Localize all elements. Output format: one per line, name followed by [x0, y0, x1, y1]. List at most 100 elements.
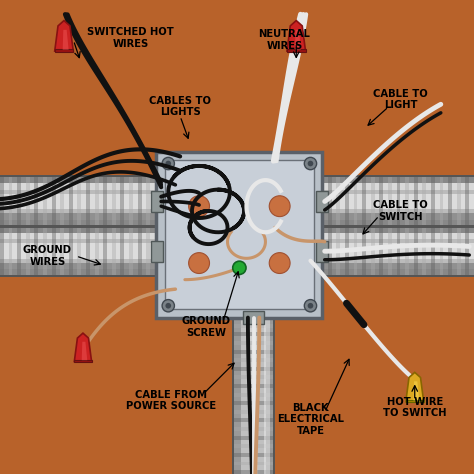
Polygon shape: [406, 373, 424, 402]
Bar: [35, 225, 38, 277]
Bar: [232, 324, 275, 328]
Bar: [422, 225, 426, 277]
Bar: [0, 225, 164, 277]
Bar: [138, 175, 142, 228]
Bar: [310, 183, 474, 190]
Text: BLACK
ELECTRICAL
TAPE: BLACK ELECTRICAL TAPE: [277, 403, 344, 436]
Bar: [129, 175, 133, 228]
Bar: [43, 225, 47, 277]
Bar: [232, 332, 275, 336]
Bar: [405, 225, 409, 277]
Bar: [310, 244, 474, 259]
Bar: [422, 175, 426, 228]
Bar: [310, 233, 474, 239]
Bar: [0, 175, 4, 228]
Bar: [310, 175, 474, 177]
Bar: [439, 225, 444, 277]
Bar: [0, 183, 164, 190]
Bar: [155, 225, 159, 277]
Bar: [95, 175, 99, 228]
Bar: [328, 225, 331, 277]
Bar: [69, 225, 73, 277]
Bar: [249, 310, 258, 474]
Bar: [354, 175, 357, 228]
Text: SWITCHED HOT
WIRES: SWITCHED HOT WIRES: [87, 27, 174, 49]
Bar: [448, 175, 452, 228]
Bar: [310, 183, 474, 220]
Bar: [319, 175, 323, 228]
Circle shape: [233, 261, 246, 274]
Bar: [0, 213, 164, 220]
Circle shape: [269, 196, 290, 217]
Bar: [60, 175, 64, 228]
Bar: [431, 175, 435, 228]
Bar: [310, 263, 474, 269]
Bar: [371, 175, 374, 228]
Bar: [77, 225, 82, 277]
Bar: [52, 225, 55, 277]
Circle shape: [189, 196, 210, 217]
Bar: [345, 225, 349, 277]
Polygon shape: [82, 342, 87, 360]
Bar: [310, 226, 474, 228]
Bar: [243, 311, 264, 324]
Bar: [0, 226, 164, 228]
Bar: [232, 436, 275, 439]
Bar: [9, 225, 12, 277]
Bar: [0, 244, 164, 259]
Bar: [26, 175, 30, 228]
Bar: [414, 175, 418, 228]
Bar: [77, 175, 82, 228]
Bar: [310, 175, 314, 228]
Bar: [103, 225, 107, 277]
Bar: [0, 275, 164, 277]
Circle shape: [165, 161, 171, 166]
Bar: [26, 225, 30, 277]
Bar: [379, 225, 383, 277]
Bar: [232, 358, 275, 362]
Bar: [0, 233, 164, 269]
Circle shape: [304, 300, 317, 312]
Bar: [310, 175, 474, 228]
Bar: [310, 275, 474, 277]
Bar: [146, 175, 150, 228]
Text: GROUND
SCREW: GROUND SCREW: [182, 316, 231, 338]
Bar: [232, 427, 275, 431]
Bar: [232, 310, 275, 474]
Bar: [155, 175, 159, 228]
Bar: [232, 375, 275, 379]
Bar: [457, 225, 461, 277]
Bar: [316, 191, 328, 212]
Bar: [17, 175, 21, 228]
Bar: [103, 175, 107, 228]
Bar: [164, 175, 167, 228]
Bar: [0, 225, 4, 277]
Bar: [86, 175, 90, 228]
Bar: [74, 360, 91, 362]
Bar: [232, 384, 275, 388]
Bar: [232, 341, 275, 345]
Bar: [232, 401, 275, 405]
Bar: [310, 194, 474, 210]
Bar: [95, 225, 99, 277]
Bar: [232, 350, 275, 354]
Bar: [232, 392, 275, 397]
Polygon shape: [413, 381, 419, 401]
Bar: [232, 410, 275, 414]
Bar: [397, 175, 401, 228]
Bar: [414, 225, 418, 277]
Bar: [232, 307, 275, 310]
Bar: [273, 310, 275, 474]
Bar: [354, 225, 357, 277]
Text: GROUND
WIRES: GROUND WIRES: [23, 245, 72, 267]
Bar: [439, 175, 444, 228]
Bar: [138, 225, 142, 277]
Bar: [0, 175, 164, 228]
Bar: [0, 225, 164, 227]
Circle shape: [304, 157, 317, 170]
Bar: [232, 367, 275, 371]
Text: CABLES TO
LIGHTS: CABLES TO LIGHTS: [149, 96, 211, 118]
Circle shape: [165, 303, 171, 309]
Bar: [129, 225, 133, 277]
Bar: [112, 225, 116, 277]
